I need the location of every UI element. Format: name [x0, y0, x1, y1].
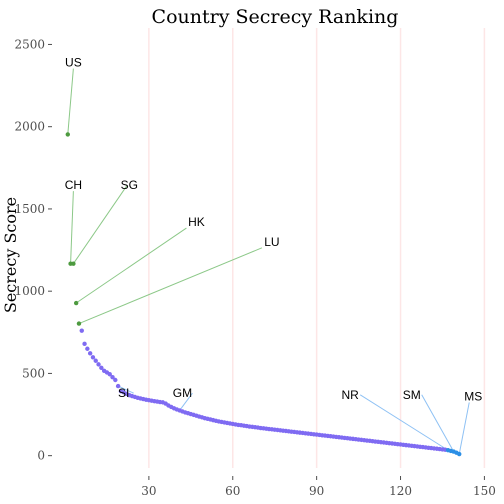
y-tick-label: 0 — [37, 449, 45, 463]
data-point — [82, 341, 87, 347]
y-tick-label: 1000 — [14, 284, 45, 298]
y-axis-title: Secrecy Score — [1, 197, 20, 313]
data-points — [65, 132, 462, 457]
data-point — [93, 358, 98, 363]
data-point — [73, 300, 79, 306]
annotation-us: US — [65, 56, 82, 70]
data-point — [65, 132, 70, 137]
x-tick-label: 90 — [309, 484, 324, 498]
y-tick-label: 2000 — [14, 120, 45, 134]
annotation-gm: GM — [173, 386, 192, 400]
chart-title: Country Secrecy Ranking — [152, 6, 399, 28]
data-point — [76, 321, 82, 326]
data-point — [90, 355, 96, 360]
leader-line-nr — [359, 394, 449, 451]
data-point — [110, 375, 115, 380]
data-point — [113, 377, 118, 383]
data-point — [99, 365, 104, 371]
annotation-ms: MS — [464, 389, 482, 403]
leader-line-si — [117, 385, 134, 394]
leader-line-lu — [78, 247, 263, 325]
annotation-sm: SM — [403, 388, 421, 402]
x-tick-label: 120 — [389, 484, 412, 498]
data-point — [71, 261, 76, 266]
x-axis-ticks: 30 60 90 120 150 — [141, 476, 496, 498]
data-point — [85, 346, 90, 351]
data-point — [87, 351, 93, 356]
data-point — [457, 451, 462, 457]
annotation-si: SI — [118, 386, 129, 400]
annotation-hk: HK — [188, 215, 205, 229]
leader-lines — [67, 68, 470, 455]
y-tick-label: 500 — [22, 366, 45, 380]
data-point — [96, 362, 101, 367]
leader-line-us — [67, 68, 74, 135]
annotation-ch: CH — [65, 178, 82, 192]
grid-layer — [148, 28, 486, 468]
annotation-labels: US CH SG HK LU SI GM NR SM MS — [65, 56, 483, 404]
annotation-sg: SG — [121, 178, 138, 192]
leader-line-ms — [458, 402, 470, 455]
leader-line-gm — [179, 392, 193, 411]
x-tick-label: 150 — [473, 484, 496, 498]
leader-line-sm — [421, 394, 455, 452]
data-point — [115, 383, 121, 389]
leader-line-hk — [75, 227, 187, 304]
data-point — [107, 372, 112, 377]
leader-line-sg — [72, 184, 128, 264]
y-tick-label: 2500 — [14, 37, 45, 51]
data-point — [79, 328, 84, 333]
x-tick-label: 60 — [225, 484, 240, 498]
leader-line-ch — [70, 191, 74, 264]
y-tick-label: 1500 — [14, 202, 45, 216]
x-tick-label: 30 — [141, 484, 156, 498]
y-axis-ticks: 0 500 1000 1500 2000 2500 — [14, 37, 52, 463]
annotation-nr: NR — [342, 388, 360, 402]
annotation-lu: LU — [264, 235, 279, 249]
